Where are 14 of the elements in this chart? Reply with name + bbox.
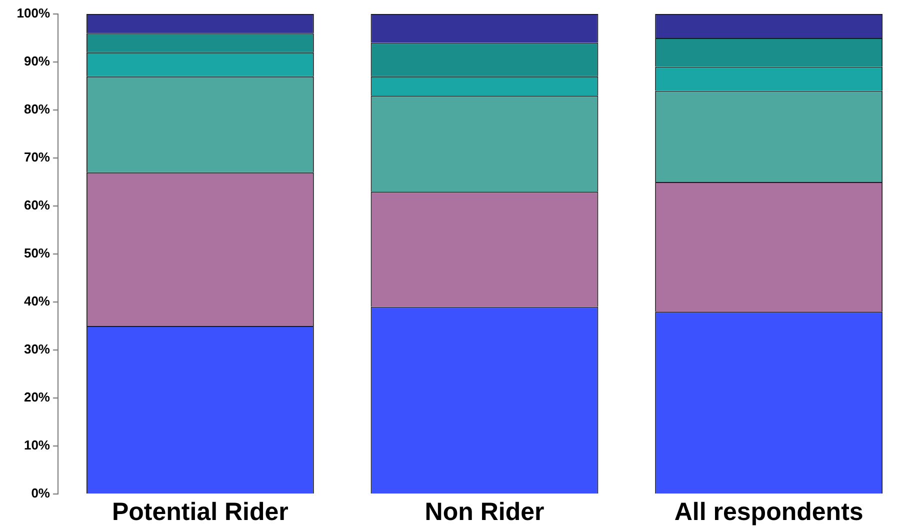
x-tick-label: All respondents (674, 498, 864, 526)
y-tick-label: 20% (24, 390, 50, 405)
x-tick-label: Non Rider (424, 498, 544, 526)
y-tick-label: 70% (24, 150, 50, 165)
y-tick-label: 10% (24, 438, 50, 453)
y-tick-label: 50% (24, 246, 50, 261)
y-tick-label: 80% (24, 102, 50, 117)
y-tick-label: 0% (31, 486, 50, 501)
y-tick-label: 30% (24, 342, 50, 357)
y-tick-label: 60% (24, 198, 50, 213)
x-tick-label: Potential Rider (112, 498, 289, 526)
y-tick-label: 100% (16, 6, 50, 21)
y-tick-label: 40% (24, 294, 50, 309)
y-tick-label: 90% (24, 54, 50, 69)
